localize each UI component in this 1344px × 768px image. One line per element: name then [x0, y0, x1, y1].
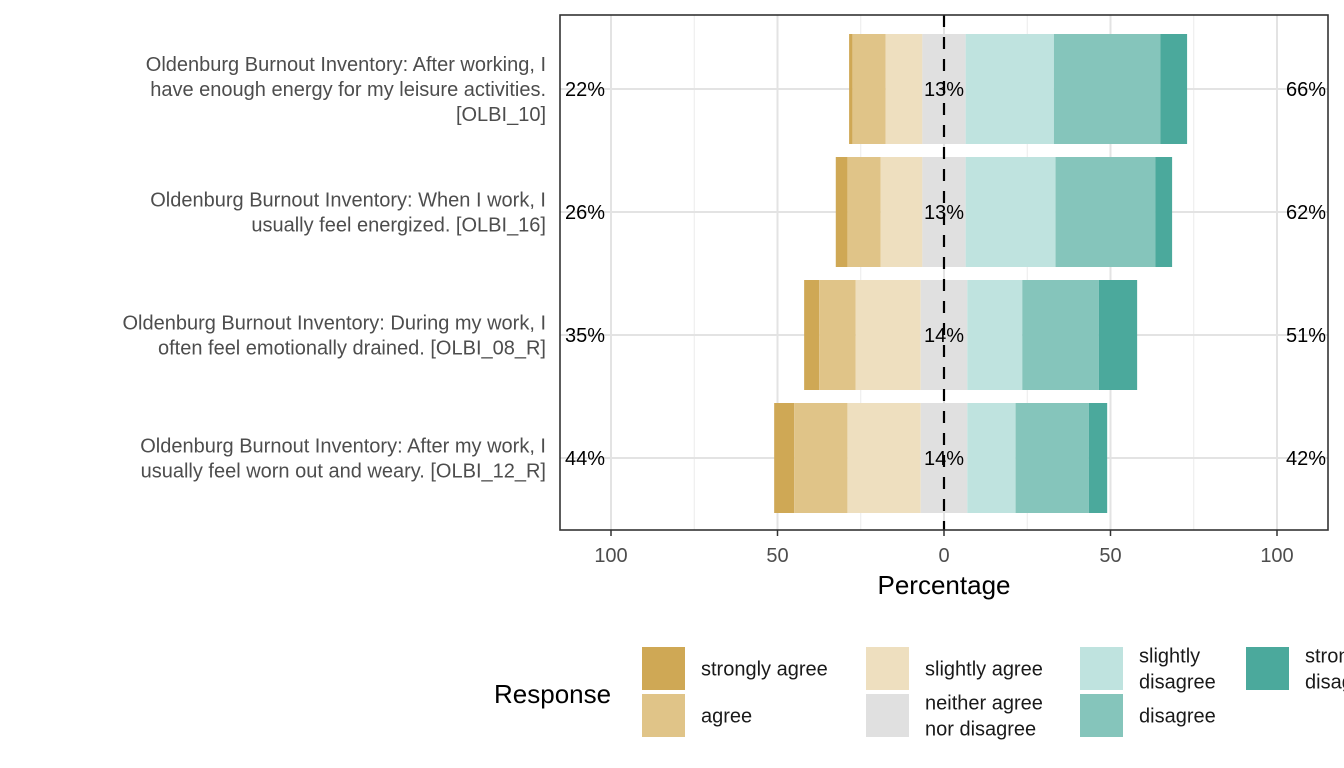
bar-segment-agree [819, 280, 856, 390]
bar-segment-slightly-disagree [967, 280, 1023, 390]
category-label-line: [OLBI_10] [456, 104, 546, 126]
bar-segment-slightly-disagree [965, 34, 1054, 144]
legend-label: slightly [1139, 646, 1200, 668]
left-percent-label: 22% [565, 79, 605, 101]
category-labels: Oldenburg Burnout Inventory: After worki… [122, 54, 546, 483]
legend-label: disagree [1139, 706, 1216, 728]
right-percent-label: 66% [1286, 79, 1326, 101]
legend-swatch-strongly-disagree [1246, 647, 1289, 690]
legend-swatch-slightly-disagree [1080, 647, 1123, 690]
x-tick-label: 100 [1260, 545, 1293, 567]
bar-segment-disagree [1022, 280, 1099, 390]
x-tick-label: 100 [594, 545, 627, 567]
neutral-percent-label: 14% [924, 448, 964, 470]
neutral-percent-label: 14% [924, 325, 964, 347]
x-axis-title: Percentage [878, 570, 1011, 600]
x-axis-ticks: 100 50 0 50 100 [594, 530, 1294, 567]
bar-segment-slightly-disagree [967, 403, 1016, 513]
bar-segment-slightly-agree [885, 34, 923, 144]
bar-segment-strongly-agree [835, 157, 848, 267]
bar-segment-slightly-disagree [965, 157, 1056, 267]
left-percent-label: 26% [565, 202, 605, 224]
legend-label: agree [701, 706, 752, 728]
legend-swatch-neither-agree-nor-disagree [866, 694, 909, 737]
bar-segment-agree [794, 403, 848, 513]
bar-segment-agree [847, 157, 881, 267]
legend-swatch-strongly-agree [642, 647, 685, 690]
legend-label: disagree [1139, 672, 1216, 694]
bar-segment-strongly-agree [774, 403, 795, 513]
legend-swatch-slightly-agree [866, 647, 909, 690]
left-percent-label: 35% [565, 325, 605, 347]
bar-segment-strongly-disagree [1098, 280, 1138, 390]
legend-swatch-disagree [1080, 694, 1123, 737]
bar-segment-strongly-disagree [1088, 403, 1108, 513]
bar-segment-disagree [1053, 34, 1161, 144]
legend-label: strongly agree [701, 659, 828, 681]
legend-title: Response [494, 679, 611, 709]
right-percent-label: 51% [1286, 325, 1326, 347]
neutral-percent-label: 13% [924, 202, 964, 224]
category-label-line: usually feel worn out and weary. [OLBI_1… [141, 461, 546, 483]
bar-segment-strongly-agree [804, 280, 820, 390]
bar-segment-slightly-agree [847, 403, 921, 513]
category-label-line: usually feel energized. [OLBI_16] [251, 215, 546, 237]
bar-segment-slightly-agree [880, 157, 923, 267]
bar-segment-strongly-disagree [1155, 157, 1173, 267]
bar-segment-disagree [1015, 403, 1089, 513]
bar-segment-strongly-disagree [1160, 34, 1188, 144]
x-tick-label: 50 [1099, 545, 1121, 567]
category-label-line: often feel emotionally drained. [OLBI_08… [158, 338, 546, 360]
bar-segment-strongly-agree [849, 34, 853, 144]
left-percent-label: 44% [565, 448, 605, 470]
neutral-percent-label: 13% [924, 79, 964, 101]
legend-label: strongly [1305, 646, 1344, 668]
bars [774, 34, 1188, 513]
right-percent-label: 62% [1286, 202, 1326, 224]
legend-label: nor disagree [925, 719, 1036, 741]
category-label-line: Oldenburg Burnout Inventory: After worki… [146, 54, 546, 76]
legend-label: neither agree [925, 693, 1043, 715]
bar-segment-slightly-agree [855, 280, 921, 390]
legend-label: disagree [1305, 672, 1344, 694]
bar-segment-disagree [1055, 157, 1156, 267]
x-tick-label: 50 [766, 545, 788, 567]
right-percent-label: 42% [1286, 448, 1326, 470]
category-label-line: Oldenburg Burnout Inventory: After my wo… [140, 436, 546, 458]
legend: Response strongly agree agree slightly agr… [494, 646, 1344, 741]
x-tick-label: 0 [938, 545, 949, 567]
legend-label: slightly agree [925, 659, 1043, 681]
category-label-line: have enough energy for my leisure activi… [150, 79, 546, 101]
category-label-line: Oldenburg Burnout Inventory: When I work… [150, 190, 546, 212]
legend-swatch-agree [642, 694, 685, 737]
category-label-line: Oldenburg Burnout Inventory: During my w… [122, 313, 546, 335]
bar-segment-agree [852, 34, 886, 144]
percent-labels: 22% 13% 66% 26% 13% 62% 35% 14% 51% 44% 14% 42% [565, 79, 1326, 470]
